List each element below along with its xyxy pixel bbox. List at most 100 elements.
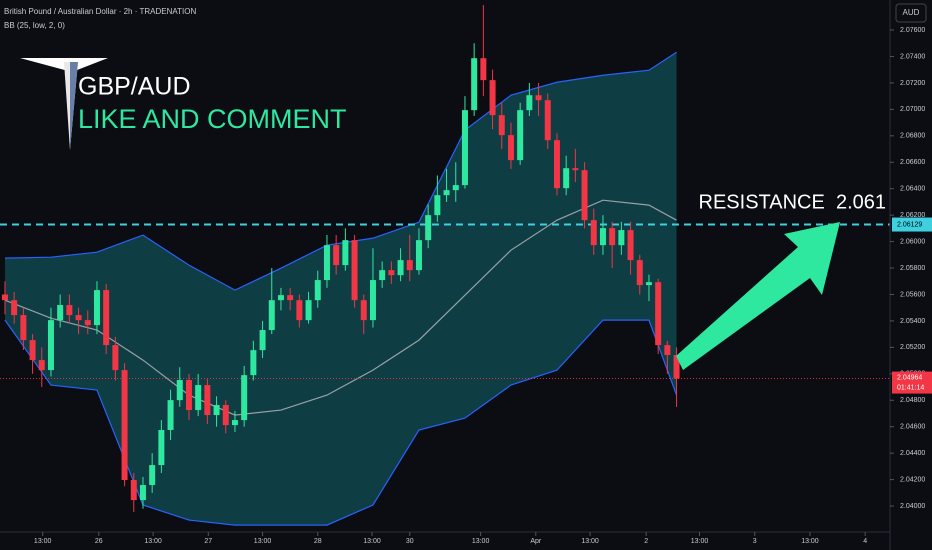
candle-body	[277, 295, 284, 301]
candle-body	[581, 170, 588, 221]
band-basis	[4, 199, 677, 416]
candle-body	[636, 260, 643, 286]
candle-body	[489, 80, 496, 116]
candle-body	[434, 195, 441, 216]
x-tick-label: 26	[95, 538, 103, 545]
candle-body	[213, 405, 220, 416]
candle-body	[673, 355, 680, 379]
x-tick-label: 2	[644, 538, 648, 545]
candle-body	[342, 240, 349, 266]
candle-body	[158, 430, 165, 466]
candle-body	[664, 345, 671, 356]
candle-body	[526, 95, 533, 111]
symbol-label: GBP/AUD	[78, 73, 191, 101]
candle-body	[47, 320, 54, 371]
candle-body	[20, 315, 27, 341]
candle-body	[618, 230, 625, 246]
y-tick-label: 2.05800	[900, 265, 925, 272]
candle-body	[599, 228, 606, 246]
resistance-text: RESISTANCE 2.061	[699, 191, 886, 213]
chart-title: British Pound / Australian Dollar · 2h ·…	[4, 7, 196, 16]
candle-body	[57, 305, 64, 321]
logo	[20, 58, 108, 150]
last-axis-box	[892, 371, 932, 394]
candle-body	[563, 168, 570, 189]
candle-body	[231, 420, 238, 426]
candle-body	[415, 240, 422, 271]
candle-body	[535, 95, 542, 101]
candle-body	[139, 485, 146, 501]
candle-body	[517, 110, 524, 161]
candle-body	[627, 230, 634, 261]
candle-body	[471, 58, 478, 111]
y-tick-label: 2.05400	[900, 318, 925, 325]
currency[interactable]: AUD	[903, 8, 920, 17]
x-tick-label: 3	[753, 538, 757, 545]
x-tick-label: 13:00	[363, 538, 381, 545]
resistance-axis-label: 2.06129	[897, 221, 922, 228]
candle-body	[452, 185, 459, 191]
candle-body	[645, 282, 652, 286]
x-tick-label: 13:00	[472, 538, 490, 545]
y-tick-label: 2.04000	[900, 503, 925, 510]
candle-body	[84, 320, 91, 326]
candle-body	[149, 465, 156, 486]
y-tick-label: 2.04200	[900, 476, 925, 483]
candle-body	[590, 220, 597, 246]
candle-body	[185, 380, 192, 411]
candle-body	[305, 300, 312, 321]
x-tick-label: 28	[314, 538, 322, 545]
y-tick-label: 2.06600	[900, 159, 925, 166]
candle-body	[498, 115, 505, 136]
last-axis-label: 2.04964	[897, 374, 922, 381]
candle-body	[38, 360, 45, 371]
y-tick-label: 2.06800	[900, 133, 925, 140]
x-tick-label: 4	[863, 538, 867, 545]
candle-body	[461, 110, 468, 186]
y-tick-label: 2.07200	[900, 80, 925, 87]
currency-box[interactable]	[895, 3, 927, 23]
candle-body	[268, 300, 275, 331]
x-tick-label: 13:00	[254, 538, 272, 545]
candle-body	[130, 480, 137, 501]
candle-body	[222, 405, 229, 426]
resistance-axis-box	[892, 217, 932, 232]
candle-body	[397, 260, 404, 276]
y-tick-label: 2.06200	[900, 212, 925, 219]
candle-body	[93, 290, 100, 326]
candle-body	[369, 280, 376, 321]
y-tick-label: 2.07600	[900, 27, 925, 34]
x-tick-label: 27	[204, 538, 212, 545]
x-tick-label: 13:00	[144, 538, 162, 545]
band-upper	[4, 51, 677, 291]
y-tick-label: 2.06000	[900, 238, 925, 245]
candle-body	[480, 58, 487, 81]
candle-body	[572, 168, 579, 171]
candle-body	[553, 140, 560, 189]
candle-body	[103, 290, 110, 346]
y-tick-label: 2.04600	[900, 424, 925, 431]
candle-body	[609, 228, 616, 246]
candle-body	[544, 100, 551, 141]
y-tick-label: 2.07400	[900, 53, 925, 60]
candle-body	[112, 345, 119, 371]
band-lower	[4, 319, 678, 526]
plot-area	[0, 5, 890, 526]
candle-body	[388, 270, 395, 276]
candle-body	[1, 294, 8, 301]
candle-body	[323, 245, 330, 281]
candle-body	[379, 270, 386, 281]
x-tick-label: 13:00	[691, 538, 709, 545]
x-tick-label: Apr	[530, 538, 542, 545]
x-tick-label: 13:00	[581, 538, 599, 545]
countdown-label: 01:41:14	[897, 384, 924, 391]
x-tick-label: 13:00	[34, 538, 52, 545]
candle-body	[360, 300, 367, 321]
candle-body	[29, 340, 36, 361]
candle-body	[333, 245, 340, 266]
candle-body	[167, 400, 174, 431]
candle-body	[287, 295, 294, 301]
candle-body	[66, 305, 73, 316]
x-tick-label: 13:00	[801, 538, 819, 545]
